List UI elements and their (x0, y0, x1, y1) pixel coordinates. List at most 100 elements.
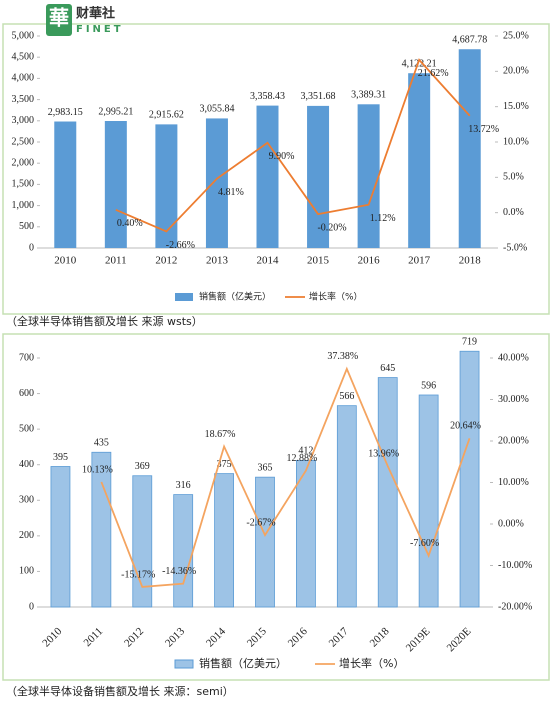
y2-tick-label: 40.00% (498, 352, 529, 363)
source-caption: （全球半导体销售额及增长 来源 wsts） (6, 314, 203, 328)
x-tick-label: 2015 (245, 625, 269, 649)
bar-value-label: 395 (53, 452, 68, 463)
bar-value-label: 566 (339, 391, 354, 402)
y-tick-label: 0 (29, 242, 34, 253)
bar (459, 350, 480, 608)
bar-value-label: 2,915.62 (149, 110, 184, 121)
x-tick-label: 2020E (445, 625, 474, 654)
legend-label: 销售额（亿美元） (199, 656, 287, 670)
y2-tick-label: -20.00% (498, 601, 532, 612)
y-tick-label: 2,000 (12, 157, 35, 168)
legend-label: 增长率（%） (309, 291, 363, 303)
y-tick-label: 0 (29, 601, 34, 612)
bar (104, 121, 127, 248)
legend-label: 销售额（亿美元） (199, 291, 271, 303)
bar (336, 405, 357, 608)
bar-value-label: 316 (176, 480, 191, 491)
y-tick-label: 100 (19, 566, 34, 577)
line-value-label: -0.20% (317, 222, 346, 233)
bar-value-label: 375 (217, 459, 232, 470)
y2-tick-label: -10.00% (498, 560, 532, 571)
growth-line (115, 58, 471, 233)
bar-value-label: 2,983.15 (48, 107, 83, 118)
x-tick-label: 2019E (404, 625, 433, 654)
x-tick-label: 2016 (286, 625, 310, 649)
bar-value-label: 412 (298, 446, 313, 457)
y-tick-label: 3,000 (12, 115, 35, 126)
bar (255, 476, 275, 608)
y2-tick-label: 20.00% (498, 435, 529, 446)
y-tick-label: 4,500 (12, 51, 35, 62)
y2-tick-label: 0.00% (498, 518, 524, 529)
bar-value-label: 3,351.68 (301, 91, 336, 102)
x-tick-label: 2010 (40, 625, 64, 649)
y2-tick-label: 10.0% (503, 136, 529, 147)
bar (296, 460, 316, 608)
source-caption: （全球半导体设备销售额及增长 来源：semi） (6, 684, 234, 698)
x-tick-label: 2011 (105, 255, 127, 267)
logo-name: 财華社 (76, 6, 115, 22)
bar (408, 73, 431, 248)
x-tick-label: 2016 (358, 255, 381, 267)
x-tick-label: 2012 (122, 625, 146, 649)
bar-value-label: 645 (380, 363, 395, 374)
y2-tick-label: 25.0% (503, 30, 529, 41)
x-tick-label: 2014 (204, 625, 228, 649)
x-tick-label: 2013 (206, 255, 229, 267)
line-value-label: -15.17% (121, 569, 155, 580)
bar (214, 473, 234, 608)
line-value-label: 10.13% (82, 464, 113, 475)
bar-value-label: 596 (421, 380, 436, 391)
legend-swatch (174, 659, 194, 669)
logo-sub: FINET (76, 24, 124, 35)
line-value-label: 1.12% (370, 213, 396, 224)
bar (256, 105, 279, 248)
x-tick-label: 2014 (257, 255, 280, 267)
line-value-label: 0.40% (117, 218, 143, 229)
x-tick-label: 2011 (82, 625, 106, 649)
line-value-label: 21.62% (418, 68, 449, 79)
y-tick-label: 1,000 (12, 200, 35, 211)
x-tick-label: 2017 (408, 255, 431, 267)
logo-mark: 華 (49, 7, 69, 30)
y2-tick-label: 0.0% (503, 207, 524, 218)
bar-value-label: 365 (258, 462, 273, 473)
y-tick-label: 300 (19, 495, 34, 506)
y2-tick-label: 20.0% (503, 66, 529, 77)
y2-tick-label: 15.0% (503, 101, 529, 112)
line-value-label: 9.90% (269, 151, 295, 162)
bar-value-label: 435 (94, 438, 109, 449)
y-tick-label: 700 (19, 352, 34, 363)
y-tick-label: 1,500 (12, 179, 35, 190)
line-value-label: -2.67% (246, 517, 275, 528)
bar (205, 118, 228, 249)
y2-tick-label: 10.00% (498, 477, 529, 488)
bar-value-label: 3,358.43 (250, 91, 285, 102)
bar (418, 394, 439, 608)
line-value-label: 13.96% (368, 448, 399, 459)
bar (50, 466, 71, 608)
line-value-label: -7.60% (410, 538, 439, 549)
y-tick-label: 5,000 (12, 30, 35, 41)
chart-frame (2, 23, 550, 315)
line-value-label: 20.64% (450, 421, 481, 432)
y-tick-label: 200 (19, 530, 34, 541)
bar-value-label: 719 (462, 337, 477, 348)
bar-value-label: 369 (135, 461, 150, 472)
bar (357, 104, 380, 248)
line-value-label: 4.81% (218, 187, 244, 198)
bar-value-label: 2,995.21 (98, 106, 133, 117)
y-tick-label: 500 (19, 221, 34, 232)
bar-value-label: 4,122.21 (402, 59, 437, 70)
y-tick-label: 600 (19, 388, 34, 399)
line-value-label: 13.72% (468, 124, 499, 135)
bar (91, 451, 112, 608)
y-tick-label: 4,000 (12, 73, 35, 84)
x-tick-label: 2018 (368, 625, 392, 649)
bar (173, 494, 194, 608)
y2-tick-label: 5.0% (503, 172, 524, 183)
bar (377, 377, 398, 608)
bar-value-label: 3,389.31 (351, 90, 386, 101)
bar (458, 49, 481, 248)
chart-frame (2, 333, 550, 681)
